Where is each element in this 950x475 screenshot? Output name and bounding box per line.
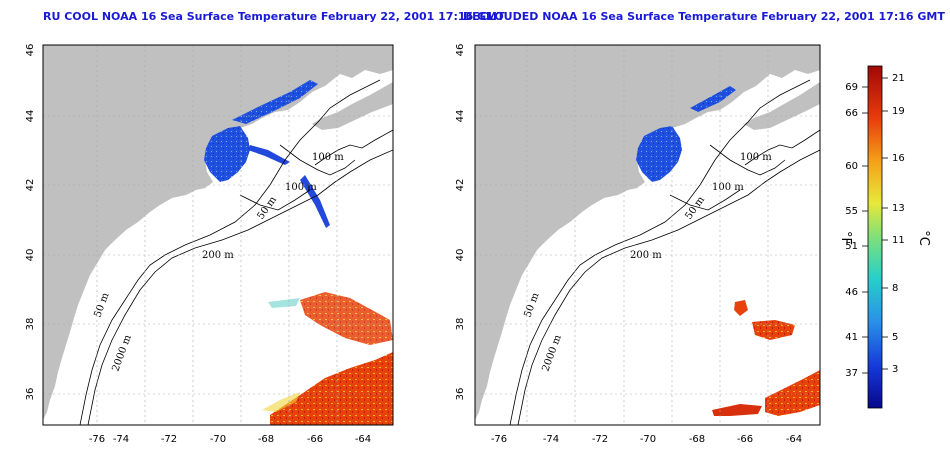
right-lon-tick-70: -70	[640, 434, 656, 445]
right-lat-tick-46: 46	[455, 44, 466, 57]
colorbar: 69 66 60 55 51 46 41 37 21 19 16 13 11 8…	[838, 65, 931, 409]
right-lon-tick-66: -66	[737, 434, 753, 445]
colorbar-f-tick-51: 51	[845, 241, 858, 252]
left-lat-tick-38: 38	[25, 318, 36, 331]
left-gulf-of-maine-sst	[204, 126, 250, 182]
right-coastal-sst-streak	[690, 86, 736, 112]
left-warm-edge-cyan	[268, 298, 300, 308]
colorbar-f-tick-46: 46	[845, 287, 858, 298]
left-contour-label-200: 200 m	[202, 250, 234, 261]
right-lat-axis: 36 38 40 42 44 46	[455, 44, 466, 401]
right-panel-title: DECLOUDED NOAA 16 Sea Surface Temperatur…	[463, 10, 945, 23]
right-lat-tick-40: 40	[455, 249, 466, 262]
left-lon-axis: -76 -74 -72 -70 -68 -66 -64	[89, 434, 371, 445]
left-warm-patch-upper	[300, 292, 393, 345]
colorbar-c-tick-16: 16	[892, 153, 905, 164]
left-bathymetry	[79, 79, 393, 425]
left-lat-tick-44: 44	[25, 110, 36, 123]
left-lat-tick-40: 40	[25, 249, 36, 262]
colorbar-f-tick-41: 41	[845, 332, 858, 343]
colorbar-c-tick-19: 19	[892, 106, 905, 117]
right-warm-streak	[712, 404, 762, 416]
left-lon-tick-64: -64	[355, 434, 371, 445]
left-land	[43, 45, 393, 420]
left-grid	[43, 45, 393, 425]
right-lat-tick-42: 42	[455, 179, 466, 192]
left-map-panel: 100 m 100 m 50 m 200 m 50 m 2000 m -76 -…	[25, 44, 394, 445]
colorbar-c-tick-13: 13	[892, 203, 905, 214]
colorbar-f-tick-55: 55	[845, 206, 858, 217]
right-map-panel: 100 m 100 m 50 m 200 m 50 m 2000 m -76 -…	[455, 44, 821, 445]
left-lon-tick-72: -72	[161, 434, 177, 445]
right-bathymetry	[509, 79, 820, 425]
right-nova-scotia	[744, 82, 820, 130]
left-lon-tick-76: -76	[89, 434, 105, 445]
colorbar-fahrenheit-label: °F	[838, 231, 853, 245]
right-gulf-stream-sst	[765, 370, 820, 416]
colorbar-c-tick-8: 8	[892, 283, 898, 294]
right-land	[475, 45, 820, 420]
left-cold-streak-2	[248, 145, 290, 165]
right-lon-axis: -76 -74 -72 -70 -68 -66 -64	[491, 434, 802, 445]
left-contour-label-100b: 100 m	[285, 182, 317, 193]
right-lat-tick-44: 44	[455, 110, 466, 123]
colorbar-gradient	[867, 65, 883, 409]
colorbar-f-tick-69: 69	[845, 82, 858, 93]
right-contour-label-100b: 100 m	[712, 182, 744, 193]
colorbar-f-tick-66: 66	[845, 108, 858, 119]
right-lon-tick-64: -64	[786, 434, 802, 445]
left-warm-edge-yellow	[262, 392, 300, 412]
colorbar-c-tick-5: 5	[892, 332, 898, 343]
left-lon-tick-74: -74	[113, 434, 129, 445]
left-panel-title: RU COOL NOAA 16 Sea Surface Temperature …	[43, 10, 505, 23]
right-lat-tick-36: 36	[455, 388, 466, 401]
left-lat-tick-36: 36	[25, 388, 36, 401]
right-lon-tick-72: -72	[592, 434, 608, 445]
colorbar-ticks	[862, 77, 888, 374]
right-lon-tick-68: -68	[689, 434, 705, 445]
right-contour-label-100a: 100 m	[740, 152, 772, 163]
left-cold-streak-3	[300, 175, 330, 228]
right-grid	[475, 45, 820, 425]
colorbar-c-tick-21: 21	[892, 73, 905, 84]
left-nova-scotia	[312, 82, 393, 130]
right-contour-label-200: 200 m	[630, 250, 662, 261]
left-lat-axis: 36 38 40 42 44 46	[25, 44, 36, 401]
left-coastal-sst-streak	[232, 80, 318, 124]
colorbar-f-tick-37: 37	[845, 368, 858, 379]
right-map-frame	[474, 44, 821, 426]
right-lon-tick-74: -74	[543, 434, 559, 445]
left-lon-tick-70: -70	[210, 434, 226, 445]
right-gulf-of-maine-sst	[636, 126, 682, 182]
left-contour-label-100a: 100 m	[312, 152, 344, 163]
left-lat-tick-46: 46	[25, 44, 36, 57]
left-lon-tick-66: -66	[307, 434, 323, 445]
colorbar-c-tick-11: 11	[892, 235, 905, 246]
right-warm-patch-2	[752, 320, 795, 340]
right-lat-tick-38: 38	[455, 318, 466, 331]
left-lat-tick-42: 42	[25, 179, 36, 192]
colorbar-celsius-label: °C	[916, 230, 931, 246]
left-map-frame	[42, 44, 394, 426]
right-lon-tick-76: -76	[491, 434, 507, 445]
left-lon-tick-68: -68	[258, 434, 274, 445]
colorbar-f-tick-60: 60	[845, 161, 858, 172]
colorbar-c-tick-3: 3	[892, 364, 898, 375]
right-warm-patch-1	[734, 300, 748, 316]
left-gulf-stream-sst	[270, 352, 393, 425]
